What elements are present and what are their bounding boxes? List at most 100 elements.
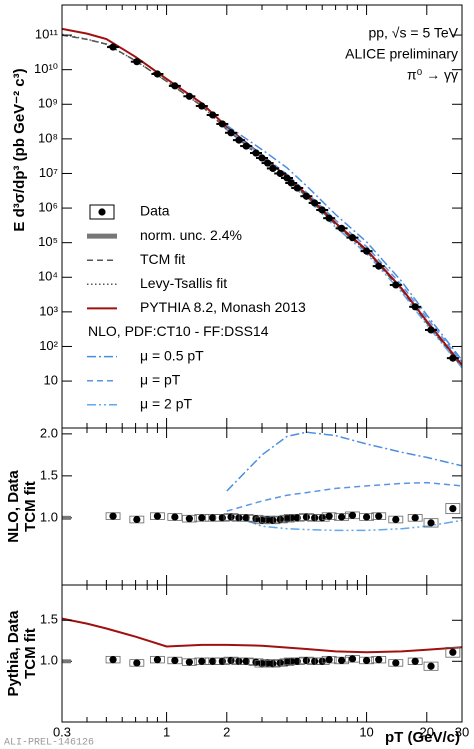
- legend-label: μ = 0.5 pT: [140, 347, 204, 363]
- data-point: [427, 326, 435, 334]
- legend-label: TCM fit: [140, 251, 185, 267]
- data-point: [375, 656, 383, 664]
- data-point: [392, 659, 400, 667]
- data-point: [337, 224, 346, 232]
- legend-label: PYTHIA 8.2, Monash 2013: [140, 299, 306, 315]
- watermark: ALI-PREL-146126: [4, 738, 94, 749]
- data-point: [269, 164, 277, 173]
- y-axis-label: TCM fit: [22, 481, 39, 532]
- legend-label: Levy-Tsallis fit: [140, 275, 227, 291]
- data-point: [153, 512, 162, 520]
- data-point: [392, 515, 400, 524]
- data-point: [325, 656, 333, 664]
- y-axis-label: TCM fit: [22, 628, 39, 679]
- data-point: [449, 648, 457, 656]
- norm-unc-band: [62, 659, 71, 664]
- data-point: [302, 192, 310, 200]
- curve: [226, 124, 462, 361]
- data-point: [449, 354, 457, 362]
- frame: [61, 4, 463, 429]
- data-point: [153, 656, 162, 664]
- data-point: [209, 111, 217, 119]
- legend-header: NLO, PDF:CT10 - FF:DSS14: [88, 323, 269, 339]
- data-point: [227, 656, 235, 665]
- data-point: [427, 519, 435, 527]
- x-axis-label: pT (GeV/c): [385, 729, 460, 746]
- data-point: [337, 513, 346, 521]
- y-tick-label: 1.0: [40, 653, 58, 668]
- legend-swatch: [89, 204, 115, 220]
- data-point: [252, 149, 260, 157]
- y-tick-label: 10¹¹: [35, 27, 59, 42]
- legend-label: norm. unc. 2.4%: [140, 227, 242, 243]
- data-point: [133, 58, 141, 66]
- y-axis-label: E d³σ/dp³ (pb GeV⁻² c³): [11, 68, 28, 231]
- y-axis-label: NLO, Data: [5, 470, 22, 543]
- data-point: [311, 199, 319, 207]
- data-point: [209, 657, 217, 665]
- curve: [62, 34, 462, 368]
- annotation: ALICE preliminary: [345, 46, 458, 62]
- data-point: [375, 512, 383, 520]
- data-point: [198, 102, 206, 110]
- data-point: [411, 657, 419, 665]
- data-point: [362, 513, 371, 521]
- data-point: [302, 656, 310, 665]
- data-point: [242, 514, 250, 522]
- data-point: [185, 92, 193, 100]
- curve: [62, 33, 462, 368]
- data-point: [302, 513, 310, 521]
- curve: [226, 481, 462, 512]
- curve: [226, 431, 462, 492]
- data-point: [411, 303, 419, 311]
- legend-label: μ = pT: [140, 371, 181, 387]
- data-point: [133, 659, 141, 667]
- data-point: [242, 142, 250, 150]
- data-point: [325, 214, 333, 222]
- data-point: [198, 514, 206, 522]
- annotation: π⁰ → γγ: [407, 67, 458, 83]
- x-tick-label: 2: [223, 724, 230, 739]
- data-point: [227, 513, 235, 521]
- data-point: [109, 656, 117, 664]
- plot-area: [105, 431, 462, 532]
- curve: [62, 617, 462, 654]
- y-axis-label: Pythia, Data: [5, 610, 22, 697]
- x-tick-label: 0.3: [53, 724, 71, 739]
- data-point: [258, 516, 266, 524]
- y-tick-label: 2.0: [40, 425, 58, 440]
- data-point: [287, 514, 295, 522]
- legend-label: μ = 2 pT: [140, 396, 192, 412]
- data-point: [185, 515, 193, 523]
- data-point: [287, 179, 295, 187]
- y-tick-label: 10⁵: [38, 234, 58, 249]
- data-point: [235, 136, 243, 144]
- data-point: [171, 656, 179, 665]
- y-tick-label: 1.0: [40, 509, 58, 524]
- legend-swatch: [98, 208, 106, 216]
- x-tick-label: 1: [163, 724, 170, 739]
- y-tick-label: 10⁷: [39, 165, 58, 180]
- data-point: [171, 82, 179, 90]
- data-point: [264, 159, 272, 167]
- data-point: [362, 656, 371, 665]
- data-point: [337, 656, 346, 665]
- y-tick-label: 10²: [39, 338, 58, 353]
- data-point: [348, 655, 357, 663]
- data-point: [258, 154, 266, 162]
- y-tick-label: 10⁸: [38, 130, 58, 145]
- x-tick-label: 10: [359, 724, 373, 739]
- data-point: [411, 514, 419, 522]
- data-point: [348, 234, 357, 242]
- norm-unc-band: [62, 515, 71, 520]
- y-tick-label: 10⁹: [38, 96, 58, 111]
- data-point: [318, 206, 326, 214]
- sys-error-box: [445, 503, 461, 515]
- data-point: [258, 660, 266, 668]
- data-point: [242, 657, 250, 665]
- x-tick-label: 20: [420, 724, 434, 739]
- sys-error-box: [423, 661, 439, 671]
- y-tick-label: 10⁴: [38, 269, 58, 284]
- frame: [61, 427, 463, 586]
